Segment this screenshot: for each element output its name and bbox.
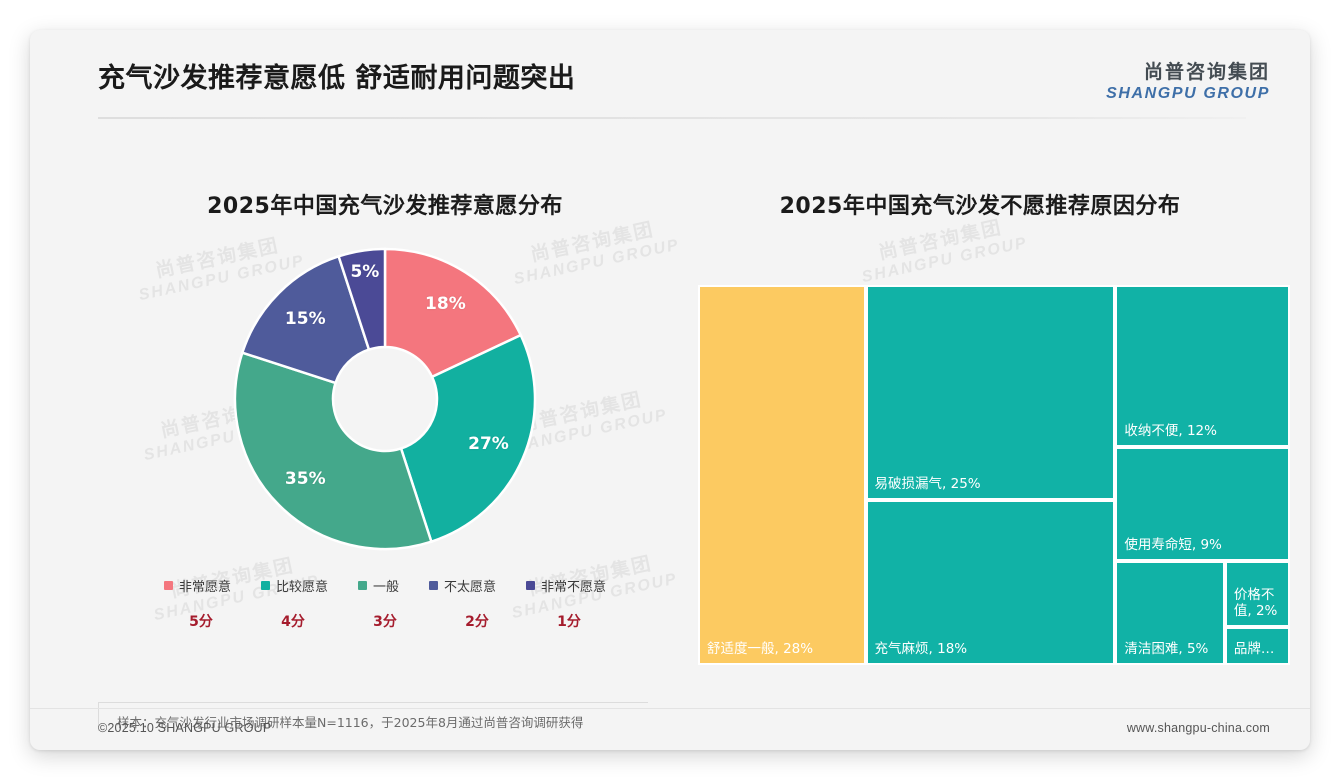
- treemap-cell-label: 易破损漏气, 25%: [874, 475, 981, 492]
- treemap-cell-label: 舒适度一般, 28%: [707, 641, 814, 658]
- logo-chinese-text: 尚普咨询集团: [1143, 61, 1270, 83]
- website-url[interactable]: www.shangpu-china.com: [1126, 721, 1270, 735]
- treemap-cell-label: 价格不 值, 2%: [1233, 587, 1278, 620]
- score-label: 4分: [281, 614, 305, 630]
- legend-swatch-icon: [526, 581, 536, 590]
- donut-chart: 18% 27% 35% 15% 5%: [230, 244, 540, 554]
- donut-slice[interactable]: [337, 247, 387, 352]
- legend-item[interactable]: 非常不愿意: [526, 576, 606, 595]
- donut-slice[interactable]: [383, 247, 523, 379]
- legend-label: 一般: [372, 580, 399, 595]
- legend-swatch-icon: [429, 581, 438, 590]
- treemap-chart-title: 2025年中国充气沙发不愿推荐原因分布: [779, 194, 1181, 219]
- treemap-cell[interactable]: 价格不 值, 2%: [1224, 560, 1290, 627]
- brand-logo: 尚普咨询集团 SHANGPU GROUP: [1106, 57, 1270, 103]
- donut-chart-title: 2025年中国充气沙发推荐意愿分布: [207, 194, 563, 219]
- page-title: 充气沙发推荐意愿低 舒适耐用问题突出: [98, 63, 576, 94]
- score-label: 2分: [465, 614, 489, 630]
- treemap-cell[interactable]: 易破损漏气, 25%: [865, 285, 1116, 500]
- donut-svg: [233, 247, 537, 551]
- legend-item[interactable]: 非常愿意: [163, 576, 231, 595]
- legend-item[interactable]: 不太愿意: [429, 576, 496, 595]
- treemap-cell[interactable]: 收纳不便, 12%: [1115, 285, 1290, 447]
- sample-footnote: 样本：充气沙发行业市场调研样本量N=1116，于2025年8月通过尚普咨询调研获…: [98, 702, 648, 731]
- treemap-cell-label: 使用寿命短, 9%: [1124, 536, 1222, 553]
- score-label: 1分: [557, 614, 581, 630]
- score-label: 5分: [189, 614, 213, 630]
- legend-label: 不太愿意: [444, 580, 497, 595]
- copyright-text: ©2025.10 SHANGPU GROUP: [98, 721, 272, 735]
- donut-slice[interactable]: [240, 254, 371, 385]
- treemap-cell[interactable]: 舒适度一般, 28%: [698, 285, 866, 665]
- legend-swatch-icon: [260, 581, 270, 590]
- treemap-chart: 舒适度一般, 28% 易破损漏气, 25% 充气麻烦, 18% 收纳不便, 12% 使用…: [698, 285, 1290, 665]
- slide-footer: ©2025.10 SHANGPU GROUP www.shangpu-china…: [30, 708, 1310, 750]
- donut-slice[interactable]: [233, 351, 433, 551]
- treemap-chart-panel: 2025年中国充气沙发不愿推荐原因分布 舒适度一般, 28% 易破损漏气, 25%…: [690, 160, 1290, 705]
- treemap-cell-label: 清洁困难, 5%: [1124, 641, 1209, 658]
- legend-item[interactable]: 一般: [357, 576, 399, 595]
- donut-slice[interactable]: [399, 333, 537, 544]
- legend-item[interactable]: 比较愿意: [260, 576, 328, 595]
- legend-swatch-icon: [163, 581, 173, 590]
- treemap-cell[interactable]: 使用寿命短, 9%: [1115, 446, 1290, 561]
- slide-header: 充气沙发推荐意愿低 舒适耐用问题突出 尚普咨询集团 SHANGPU GROUP: [30, 30, 1310, 120]
- logo-english-text: SHANGPU GROUP: [1106, 85, 1270, 102]
- legend-label: 非常不愿意: [541, 580, 607, 595]
- treemap-cell[interactable]: 清洁困难, 5%: [1115, 560, 1225, 665]
- donut-legend: 非常愿意 比较愿意 一般 不太愿意 非常不愿意: [90, 576, 680, 595]
- legend-swatch-icon: [357, 581, 367, 590]
- header-divider: [98, 117, 1246, 119]
- treemap-cell-label: 收纳不便, 12%: [1124, 422, 1217, 439]
- treemap-cell-label: 充气麻烦, 18%: [874, 641, 968, 658]
- donut-chart-panel: 2025年中国充气沙发推荐意愿分布 18% 27% 35% 15% 5% 非常愿意 比较愿…: [90, 160, 680, 705]
- treemap-cell[interactable]: 品牌…: [1224, 627, 1290, 665]
- slide-card: 尚普咨询集团 SHANGPU GROUP 尚普咨询集团 SHANGPU GROU…: [30, 30, 1310, 750]
- treemap-cell[interactable]: 充气麻烦, 18%: [865, 499, 1116, 665]
- score-label-row: 5分 4分 3分 2分 1分: [90, 611, 680, 631]
- legend-label: 比较愿意: [275, 580, 328, 595]
- legend-label: 非常愿意: [178, 580, 231, 595]
- score-label: 3分: [373, 614, 397, 630]
- treemap-cell-label: 品牌…: [1233, 641, 1275, 658]
